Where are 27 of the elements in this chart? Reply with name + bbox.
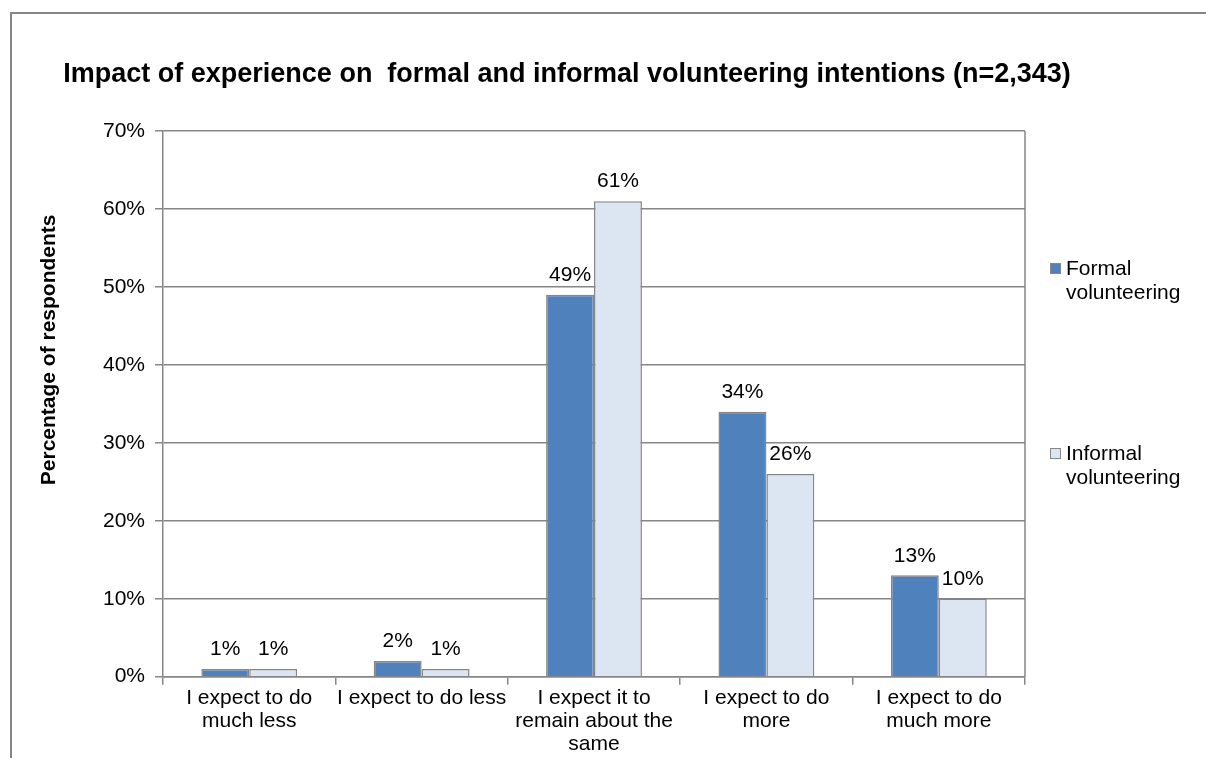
y-tick-label: 10%: [103, 585, 146, 609]
legend-label: Formal volunteering: [1066, 256, 1182, 304]
data-label: 61%: [596, 168, 639, 192]
data-label: 13%: [893, 542, 936, 566]
y-tick-label: 50%: [103, 273, 146, 297]
y-tick-label: 40%: [103, 351, 146, 375]
x-tick-label: I expect it to remain about the same: [515, 685, 673, 755]
y-tick-label: 60%: [103, 195, 146, 219]
y-tick-label: 70%: [103, 117, 146, 141]
x-tick-label: I expect to do less: [336, 685, 507, 709]
y-tick-label: 0%: [114, 663, 146, 687]
y-axis-title: Percentage of respondents: [35, 214, 59, 486]
data-label: 49%: [549, 262, 592, 286]
x-tick-label: I expect to do much more: [875, 685, 1002, 732]
legend-label: Informal volunteering: [1066, 441, 1182, 489]
data-label: 26%: [769, 441, 812, 465]
data-label: 34%: [721, 378, 764, 402]
chart-title: Impact of experience on formal and informal volunteering intentions (n=2,343): [62, 57, 1072, 89]
data-label: 10%: [941, 566, 984, 590]
data-label: 1%: [210, 636, 241, 660]
x-tick-label: I expect to do much less: [186, 685, 313, 732]
y-tick-label: 30%: [103, 429, 146, 453]
x-tick-label: I expect to do more: [703, 685, 830, 732]
data-label: 1%: [430, 636, 461, 660]
y-tick-label: 20%: [103, 507, 146, 531]
data-label: 2%: [382, 628, 413, 652]
data-label: 1%: [258, 636, 289, 660]
